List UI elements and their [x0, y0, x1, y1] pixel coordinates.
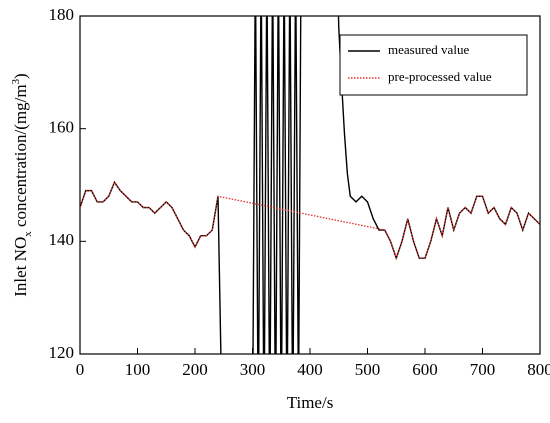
y-axis-label-part: Inlet NO [11, 237, 30, 297]
y-axis-label-part: x [22, 231, 34, 237]
x-axis-label: Time/s [287, 393, 334, 412]
y-tick-label: 120 [49, 343, 75, 362]
y-tick-label: 140 [49, 230, 75, 249]
y-tick-label: 160 [49, 118, 75, 137]
y-axis-label: Inlet NOx concentration/(mg/m3) [10, 73, 34, 296]
y-axis-label-part: ) [11, 73, 30, 79]
x-tick-label: 700 [470, 360, 496, 379]
x-tick-label: 300 [240, 360, 266, 379]
y-axis-label-part: concentration/(mg/m [11, 84, 30, 231]
x-tick-label: 500 [355, 360, 381, 379]
y-axis-label-part: 3 [10, 78, 22, 84]
x-tick-label: 100 [125, 360, 151, 379]
legend-label: pre-processed value [388, 69, 492, 84]
x-tick-label: 200 [182, 360, 208, 379]
y-tick-label: 180 [49, 5, 75, 24]
legend-label: measured value [388, 42, 469, 57]
x-tick-label: 600 [412, 360, 438, 379]
x-tick-label: 800 [527, 360, 550, 379]
x-tick-label: 400 [297, 360, 323, 379]
x-tick-label: 0 [76, 360, 85, 379]
series-line [80, 16, 540, 354]
legend-box [339, 34, 528, 96]
series-line [80, 180, 540, 261]
y-axis-label-text: Inlet NOx concentration/(mg/m3) [10, 73, 34, 296]
